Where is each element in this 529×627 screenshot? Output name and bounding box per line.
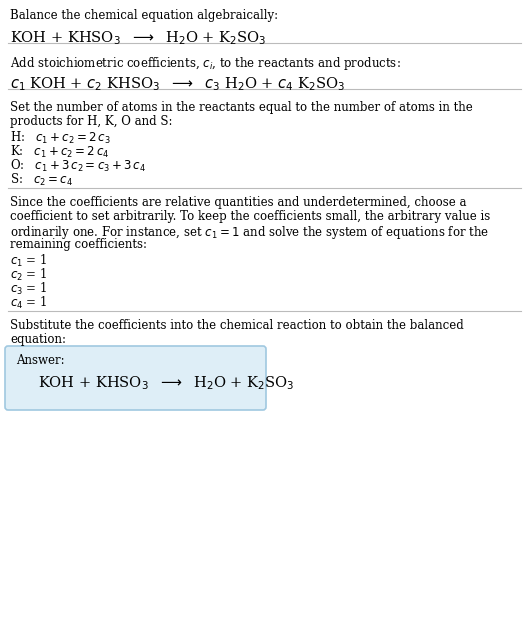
Text: O:   $c_1 + 3\,c_2 = c_3 + 3\,c_4$: O: $c_1 + 3\,c_2 = c_3 + 3\,c_4$ [10,158,146,174]
Text: Add stoichiometric coefficients, $c_i$, to the reactants and products:: Add stoichiometric coefficients, $c_i$, … [10,55,401,72]
Text: K:   $c_1 + c_2 = 2\,c_4$: K: $c_1 + c_2 = 2\,c_4$ [10,144,110,160]
Text: ordinarily one. For instance, set $c_1 = 1$ and solve the system of equations fo: ordinarily one. For instance, set $c_1 =… [10,224,489,241]
Text: $c_4$ = 1: $c_4$ = 1 [10,295,47,311]
FancyBboxPatch shape [5,346,266,410]
Text: $c_1$ KOH + $c_2$ KHSO$_3$  $\longrightarrow$  $c_3$ H$_2$O + $c_4$ K$_2$SO$_3$: $c_1$ KOH + $c_2$ KHSO$_3$ $\longrightar… [10,75,345,93]
Text: Balance the chemical equation algebraically:: Balance the chemical equation algebraica… [10,9,278,22]
Text: S:   $c_2 = c_4$: S: $c_2 = c_4$ [10,172,73,188]
Text: remaining coefficients:: remaining coefficients: [10,238,147,251]
Text: Set the number of atoms in the reactants equal to the number of atoms in the: Set the number of atoms in the reactants… [10,101,473,114]
Text: products for H, K, O and S:: products for H, K, O and S: [10,115,172,128]
Text: equation:: equation: [10,333,66,346]
Text: Substitute the coefficients into the chemical reaction to obtain the balanced: Substitute the coefficients into the che… [10,319,464,332]
Text: Since the coefficients are relative quantities and underdetermined, choose a: Since the coefficients are relative quan… [10,196,467,209]
Text: KOH + KHSO$_3$  $\longrightarrow$  H$_2$O + K$_2$SO$_3$: KOH + KHSO$_3$ $\longrightarrow$ H$_2$O … [38,374,295,392]
Text: $c_1$ = 1: $c_1$ = 1 [10,253,47,269]
Text: KOH + KHSO$_3$  $\longrightarrow$  H$_2$O + K$_2$SO$_3$: KOH + KHSO$_3$ $\longrightarrow$ H$_2$O … [10,29,267,46]
Text: $c_3$ = 1: $c_3$ = 1 [10,281,47,297]
Text: H:   $c_1 + c_2 = 2\,c_3$: H: $c_1 + c_2 = 2\,c_3$ [10,130,111,146]
Text: Answer:: Answer: [16,354,65,367]
Text: $c_2$ = 1: $c_2$ = 1 [10,267,47,283]
Text: coefficient to set arbitrarily. To keep the coefficients small, the arbitrary va: coefficient to set arbitrarily. To keep … [10,210,490,223]
